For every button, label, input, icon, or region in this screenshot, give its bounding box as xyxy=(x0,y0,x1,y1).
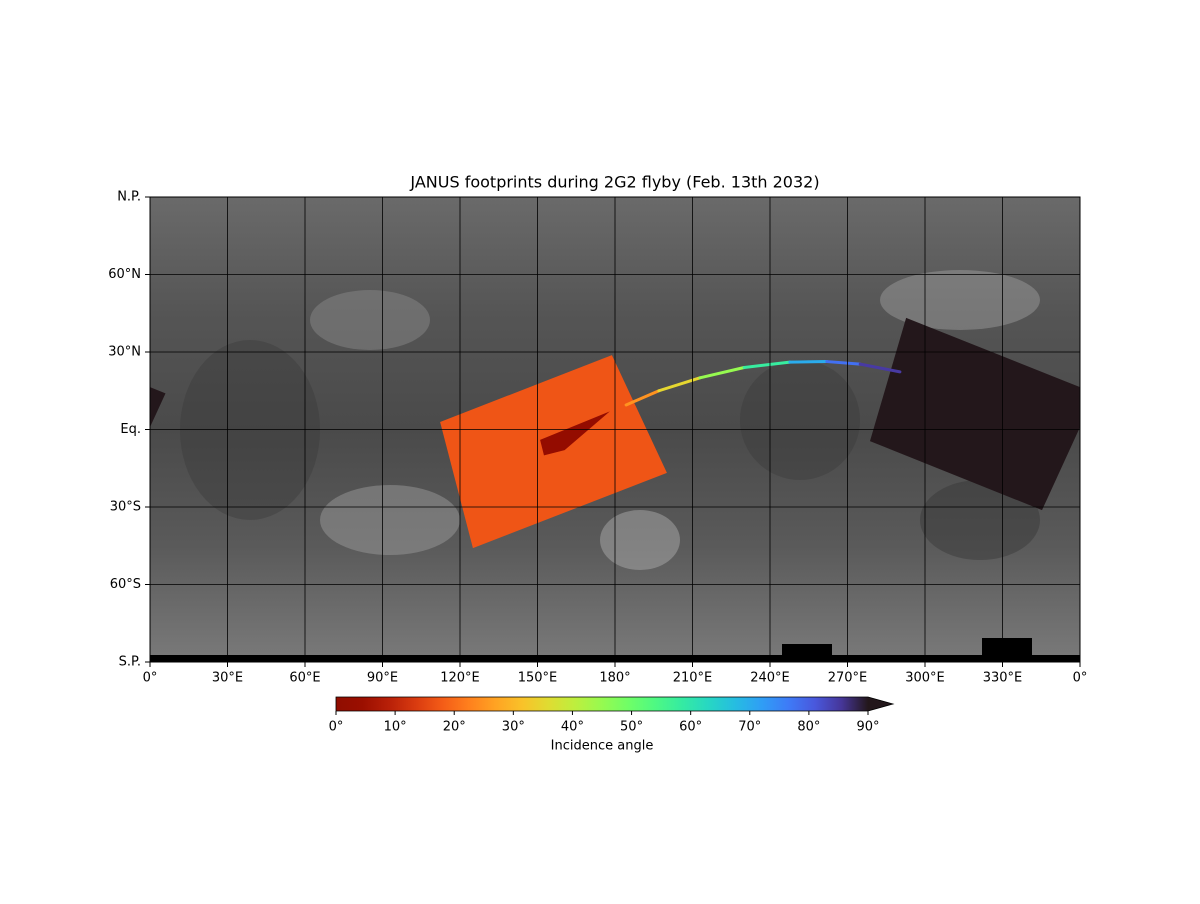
x-tick-label: 0° xyxy=(1073,671,1088,686)
footprint xyxy=(869,317,1080,511)
colorbar-tick-label: 10° xyxy=(384,720,407,735)
colorbar-tick-label: 40° xyxy=(561,720,584,735)
colorbar-tick-label: 0° xyxy=(329,720,344,735)
flyby-track xyxy=(742,360,792,369)
x-tick-label: 60°E xyxy=(289,671,320,686)
colorbar-label: Incidence angle xyxy=(551,739,654,754)
colorbar-tick-label: 70° xyxy=(738,720,761,735)
colorbar-tick-label: 50° xyxy=(620,720,643,735)
y-tick-label: 60°S xyxy=(110,577,141,592)
x-tick-label: 90°E xyxy=(367,671,398,686)
chart-title: JANUS footprints during 2G2 flyby (Feb. … xyxy=(409,173,819,192)
y-tick-label: S.P. xyxy=(119,655,141,670)
x-tick-label: 30°E xyxy=(212,671,243,686)
y-tick-label: Eq. xyxy=(120,422,141,437)
colorbar xyxy=(336,697,868,711)
flyby-track xyxy=(858,362,902,374)
x-tick-label: 120°E xyxy=(440,671,480,686)
colorbar-tick-label: 80° xyxy=(797,720,820,735)
colorbar-tick-label: 30° xyxy=(502,720,525,735)
flyby-track xyxy=(825,360,862,366)
footprint-layer xyxy=(150,317,1080,549)
x-tick-label: 240°E xyxy=(750,671,790,686)
y-tick-label: 30°S xyxy=(110,500,141,515)
x-tick-label: 300°E xyxy=(905,671,945,686)
colorbar-tick-label: 90° xyxy=(856,720,879,735)
flyby-track xyxy=(698,366,746,380)
x-tick-label: 150°E xyxy=(518,671,558,686)
y-tick-label: 60°N xyxy=(108,267,141,282)
y-tick-label: N.P. xyxy=(117,190,141,205)
colorbar-extend xyxy=(868,697,893,711)
x-tick-label: 270°E xyxy=(828,671,868,686)
colorbar-tick-label: 20° xyxy=(443,720,466,735)
flyby-track xyxy=(788,360,829,364)
footprint xyxy=(150,387,166,428)
x-tick-label: 0° xyxy=(143,671,158,686)
x-tick-label: 180° xyxy=(599,671,630,686)
colorbar-tick-label: 60° xyxy=(679,720,702,735)
x-tick-label: 210°E xyxy=(673,671,713,686)
footprint xyxy=(540,411,610,456)
x-tick-label: 330°E xyxy=(983,671,1023,686)
flyby-track xyxy=(657,376,702,393)
y-tick-label: 30°N xyxy=(108,345,141,360)
colorbar-frame xyxy=(335,696,895,712)
flyby-track xyxy=(624,389,661,407)
